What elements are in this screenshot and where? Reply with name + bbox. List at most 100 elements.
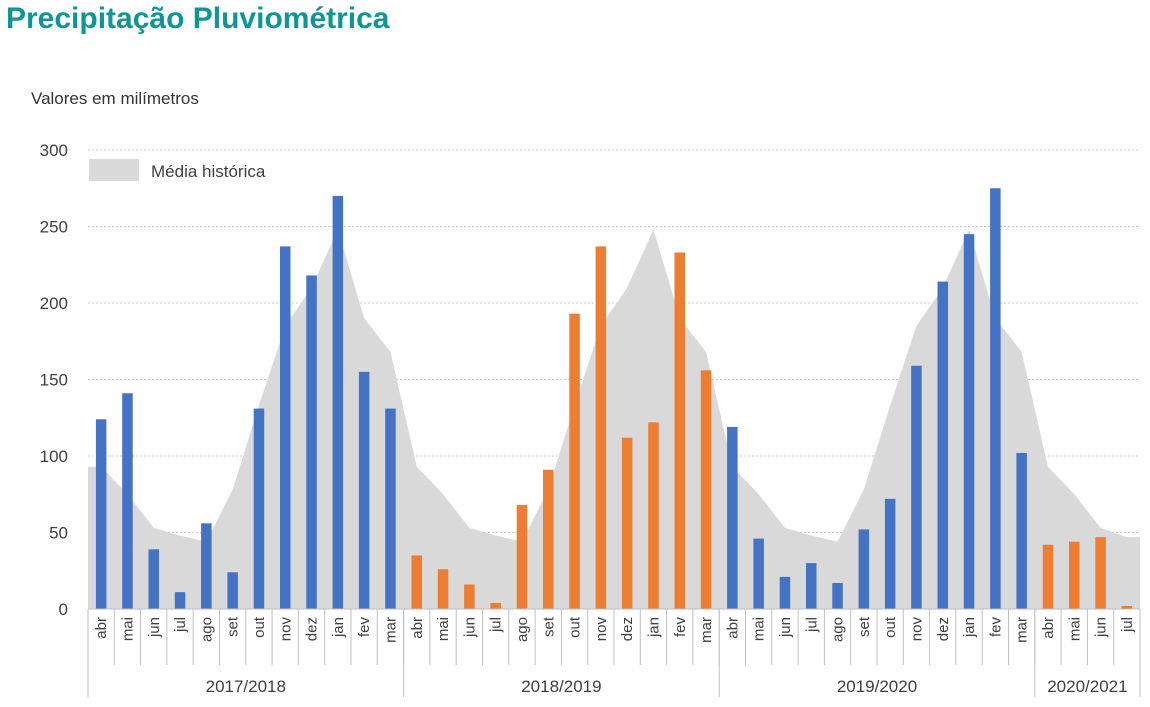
x-tick-label: abr <box>1040 617 1057 639</box>
x-tick-label: jun <box>1093 617 1110 638</box>
bar <box>358 371 370 609</box>
bar <box>464 584 475 609</box>
x-tick-label: mar <box>1014 617 1031 643</box>
x-tick-label: fev <box>356 617 373 638</box>
season-label: 2020/2021 <box>1047 677 1127 696</box>
y-tick-labels: 0 50 100 150 200 250 300 <box>40 141 68 619</box>
bar <box>832 582 843 609</box>
x-tick-label: nov <box>908 617 925 642</box>
x-tick-label: jun <box>461 617 478 638</box>
legend: Média histórica <box>89 159 266 181</box>
bar <box>253 408 265 609</box>
bar <box>437 569 449 609</box>
x-tick-label: out <box>251 616 268 638</box>
bar <box>1016 452 1027 609</box>
x-tick-label: mar <box>382 617 399 643</box>
bar <box>648 422 659 609</box>
x-tick-label: mar <box>698 617 715 643</box>
x-tick-label: jul <box>803 617 820 633</box>
y-tick-label: 0 <box>59 600 68 619</box>
bar <box>227 572 238 609</box>
bar <box>806 563 817 609</box>
x-tick-label: abr <box>93 617 110 639</box>
y-tick-label: 200 <box>40 294 68 313</box>
season-label: 2019/2020 <box>837 677 917 696</box>
bar <box>95 419 107 609</box>
x-tick-label: dez <box>304 617 321 641</box>
legend-swatch <box>89 159 139 181</box>
x-tick-label: set <box>856 616 873 637</box>
x-tick-label: mai <box>751 617 768 641</box>
bar <box>201 523 212 609</box>
bars <box>95 188 1133 609</box>
historical-average-area <box>88 229 1140 609</box>
bar <box>990 188 1001 609</box>
x-tick-label: jan <box>645 617 662 638</box>
bar <box>490 602 501 609</box>
y-tick-label: 150 <box>40 371 68 390</box>
bar <box>595 246 607 609</box>
bar <box>937 281 948 609</box>
bar <box>1095 537 1106 609</box>
bar <box>674 252 685 609</box>
bar <box>911 365 922 609</box>
bar <box>174 592 186 609</box>
bar <box>963 234 975 609</box>
x-tick-label: out <box>567 616 584 638</box>
x-tick-label: set <box>540 616 557 637</box>
y-tick-label: 250 <box>40 218 68 237</box>
x-tick-label: jul <box>488 617 505 633</box>
y-tick-label: 100 <box>40 447 68 466</box>
x-tick-label: fev <box>987 617 1004 638</box>
bar <box>621 437 633 609</box>
bar <box>700 370 712 609</box>
legend-label: Média histórica <box>151 162 266 181</box>
bar <box>1069 541 1080 609</box>
x-tick-label: abr <box>409 617 426 639</box>
bar <box>543 469 554 609</box>
bar <box>280 246 291 609</box>
bar <box>779 576 791 609</box>
bar <box>569 313 580 609</box>
y-tick-label: 50 <box>49 524 68 543</box>
bar <box>148 549 159 609</box>
x-tick-label: jan <box>961 617 978 638</box>
x-tick-label: mai <box>119 617 136 641</box>
x-tick-label: jul <box>172 617 189 633</box>
bar <box>1042 544 1054 609</box>
x-tick-label: ago <box>198 617 215 642</box>
x-tick-label: jul <box>1119 617 1136 633</box>
x-tick-label: jun <box>777 617 794 638</box>
season-label: 2017/2018 <box>206 677 286 696</box>
x-tick-label: jan <box>330 617 347 638</box>
x-tick-label: abr <box>724 617 741 639</box>
x-axis: abr mai jun jul ago set out nov dez jan fev mar abr m… <box>87 608 1141 697</box>
bar <box>516 504 528 609</box>
bar <box>411 555 422 609</box>
bar <box>306 275 317 609</box>
bar <box>753 538 764 609</box>
bar <box>884 498 896 609</box>
x-tick-label: mai <box>435 617 452 641</box>
bar <box>727 426 738 609</box>
x-tick-label: set <box>225 616 242 637</box>
x-tick-label: dez <box>935 617 952 641</box>
x-tick-label: dez <box>619 617 636 641</box>
x-tick-label: nov <box>277 617 294 642</box>
x-tick-label: mai <box>1066 617 1083 641</box>
bar <box>122 393 133 609</box>
bar <box>858 529 870 609</box>
x-tick-label: fev <box>672 617 689 638</box>
y-tick-label: 300 <box>40 141 68 160</box>
y-axis-label: Valores em milímetros <box>31 89 199 108</box>
historical-average-area-shape <box>88 229 1140 609</box>
bar <box>332 195 344 609</box>
x-tick-label: ago <box>830 617 847 642</box>
bar <box>385 408 396 609</box>
x-tick-label: nov <box>593 617 610 642</box>
x-tick-label: jun <box>146 617 163 638</box>
x-tick-label: ago <box>514 617 531 642</box>
page-title: Precipitação Pluviométrica <box>6 2 390 35</box>
x-tick-label: out <box>882 616 899 638</box>
